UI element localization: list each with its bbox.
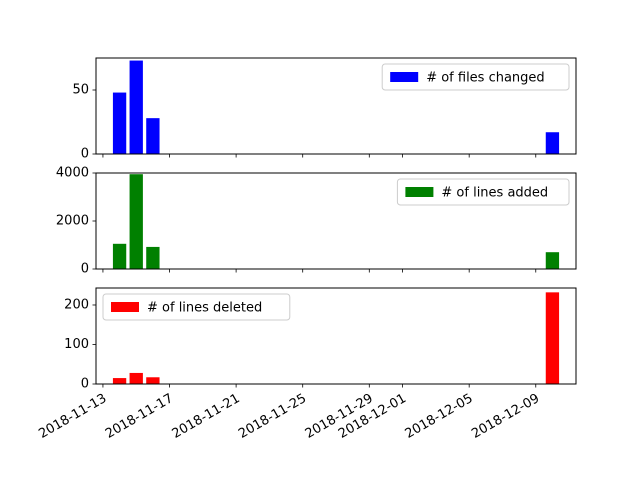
- axes-2-legend-box: [396, 178, 570, 206]
- axes-2-ytick-label: 0: [81, 262, 89, 277]
- axes-3-ytick-label: 200: [64, 297, 89, 312]
- axes-1-ytick-label: 0: [81, 147, 89, 162]
- xtick-label: 2018-12-09: [469, 391, 542, 442]
- xtick-label: 2018-11-17: [103, 391, 176, 442]
- axes-1-frame: [95, 57, 577, 155]
- axes-2-ytick-label: 2000: [56, 214, 89, 229]
- axes-3-bar: [545, 292, 560, 384]
- axes-2-legend-label: # of lines added: [441, 186, 548, 201]
- axes-3-ytick-label: 100: [64, 337, 89, 352]
- axes-1-bar: [112, 92, 127, 154]
- axes-3-bar: [129, 372, 143, 384]
- axes-2-legend-swatch: [405, 187, 434, 197]
- axes-3-legend-label: # of lines deleted: [147, 301, 262, 316]
- axes-1-legend-swatch: [390, 72, 419, 82]
- xtick-label: 2018-11-21: [170, 391, 243, 442]
- xtick-label: 2018-11-13: [36, 391, 109, 442]
- axes-1-legend-label: # of files changed: [426, 71, 545, 86]
- axes-2-bar: [112, 243, 127, 269]
- axes-1-bar: [545, 132, 560, 154]
- axes-2-bar: [545, 252, 560, 269]
- xtick-label: 2018-12-05: [403, 391, 476, 442]
- axes-3-bar: [146, 377, 160, 384]
- axes-2-ytick-label: 4000: [56, 166, 89, 181]
- axes-2-bar: [129, 174, 143, 269]
- xtick-label: 2018-11-25: [236, 391, 309, 442]
- axes-1-ytick-label: 50: [72, 83, 89, 98]
- axes-3-frame: [95, 287, 577, 385]
- axes-3-bar: [112, 378, 127, 384]
- axes-3-legend-box: [102, 293, 291, 321]
- axes-1-bar: [146, 118, 160, 154]
- axes-1-bar: [129, 60, 143, 155]
- axes-3-legend-swatch: [111, 302, 139, 312]
- axes-3-ytick-label: 0: [81, 377, 89, 392]
- axes-2-bar: [146, 246, 160, 269]
- axes-1-legend-box: [381, 63, 570, 91]
